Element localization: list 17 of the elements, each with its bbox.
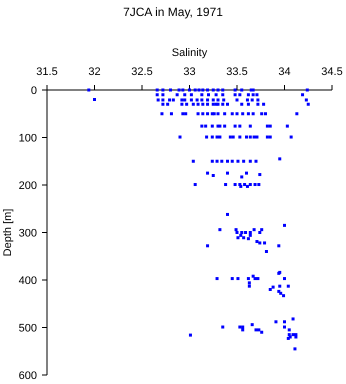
x-tick-label: 32 (88, 66, 101, 78)
y-tick-label: 400 (18, 275, 37, 287)
x-axis-title: Salinity (172, 47, 208, 59)
y-tick-label: 200 (18, 180, 37, 192)
y-tick-label: 500 (18, 322, 37, 334)
y-tick-label: 0 (30, 85, 37, 97)
y-tick-label: 100 (18, 132, 37, 144)
x-tick-label: 33.5 (226, 66, 248, 78)
chart-title: 7JCA in May, 1971 (123, 5, 224, 19)
x-tick-label: 32.5 (131, 66, 153, 78)
x-tick-label: 33 (183, 66, 196, 78)
y-tick-label: 300 (18, 228, 37, 240)
x-tick-label: 34.5 (321, 66, 343, 78)
y-axis-title: Depth [m] (2, 208, 14, 256)
x-tick-label: 34 (278, 66, 291, 78)
x-tick-label: 31.5 (36, 66, 58, 78)
y-tick-label: 600 (18, 370, 37, 382)
